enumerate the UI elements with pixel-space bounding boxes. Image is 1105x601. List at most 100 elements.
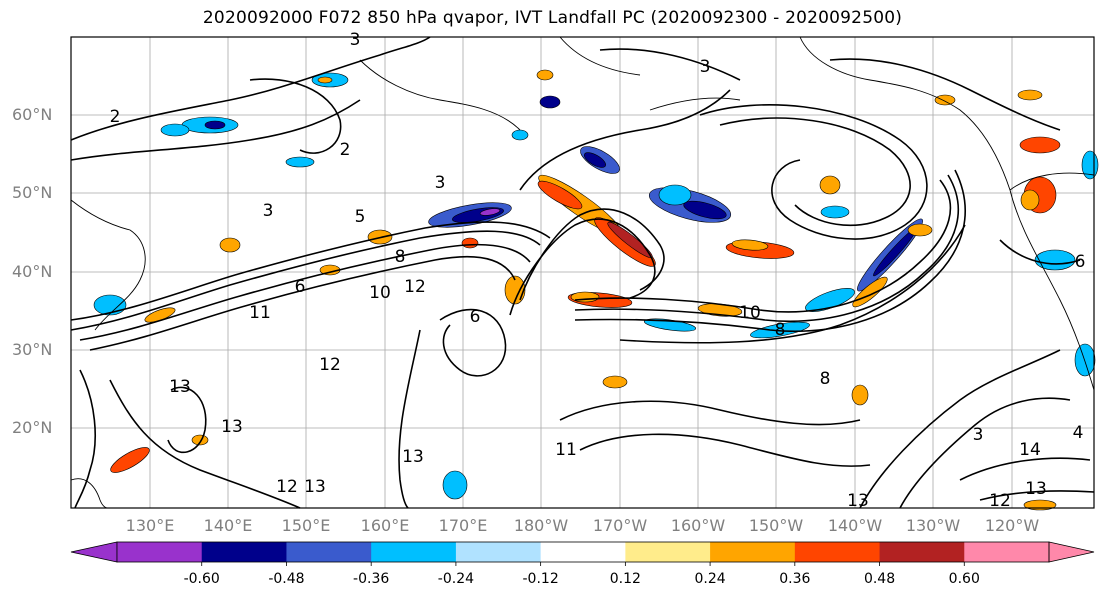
ivt-contour <box>70 221 551 321</box>
ivt-contour <box>574 174 960 323</box>
colorbar-extend-max <box>1048 541 1095 563</box>
longitude-label: 130°W <box>905 516 961 535</box>
qvapor-patch <box>511 129 529 141</box>
contour-label: 2 <box>110 107 121 127</box>
ivt-contour <box>579 433 871 467</box>
qvapor-patch <box>1074 343 1096 377</box>
qvapor-patch <box>1034 249 1076 271</box>
qvapor-patch <box>1017 89 1043 101</box>
qvapor-patch <box>851 384 869 406</box>
qvapor-patch <box>819 175 841 195</box>
contour-label: 14 <box>1019 440 1041 460</box>
colorbar-swatch <box>625 542 711 562</box>
contour-label: 8 <box>775 320 786 340</box>
contour-label: 11 <box>249 303 271 323</box>
ivt-contour <box>859 349 1061 509</box>
map-frame <box>70 36 1095 509</box>
qvapor-patch <box>658 184 692 206</box>
qvapor-patch <box>750 321 810 339</box>
colorbar-swatch <box>286 542 372 562</box>
longitude-label: 150°E <box>281 516 331 535</box>
coastline <box>70 199 146 331</box>
ivt-contour <box>999 239 1081 265</box>
ivt-contour <box>79 243 531 341</box>
colorbar-tick-label: 0.48 <box>863 571 896 587</box>
contour-label: 11 <box>555 440 577 460</box>
qvapor-patch <box>820 205 850 219</box>
latitude-label: 30°N <box>12 340 53 359</box>
colorbar-tick-label: -0.60 <box>183 571 220 587</box>
qvapor-patch <box>204 120 226 130</box>
contour-label: 8 <box>820 369 831 389</box>
coastlines <box>70 36 1095 509</box>
colorbar-extend-min <box>70 541 118 563</box>
coastline <box>649 97 741 111</box>
ivt-contour <box>559 400 861 426</box>
qvapor-patch <box>317 76 333 84</box>
qvapor-patch <box>643 318 697 332</box>
ivt-contour <box>167 386 207 454</box>
contour-label: 12 <box>404 277 426 297</box>
latitude-label: 20°N <box>12 418 53 437</box>
colorbar-swatch <box>371 542 457 562</box>
contour-label: 13 <box>847 491 869 511</box>
contour-label: 12 <box>319 355 341 375</box>
contour-label: 3 <box>263 201 274 221</box>
contour-label: 6 <box>295 277 306 297</box>
qvapor-fill-patches <box>93 69 1099 511</box>
longitude-label: 140°E <box>203 516 253 535</box>
contour-label: 3 <box>350 30 361 50</box>
ivt-contour <box>719 117 911 227</box>
latitude-label: 40°N <box>12 262 53 281</box>
colorbar-tick-label: -0.48 <box>268 571 305 587</box>
colorbar-swatch <box>540 542 626 562</box>
colorbar-tick-label: -0.36 <box>353 571 390 587</box>
longitude-label: 170°E <box>438 516 488 535</box>
ivt-contour <box>619 224 966 344</box>
longitude-label: 160°E <box>360 516 410 535</box>
colorbar-swatch <box>879 542 965 562</box>
contour-label: 12 <box>276 477 298 497</box>
qvapor-patch <box>504 275 526 305</box>
contour-label: 4 <box>1073 423 1084 443</box>
contour-label: 10 <box>739 303 761 323</box>
qvapor-patch <box>285 156 315 168</box>
longitude-label: 160°W <box>670 516 726 535</box>
longitude-label: 130°E <box>125 516 175 535</box>
coastline <box>359 59 521 131</box>
qvapor-patch <box>602 375 628 389</box>
contour-label: 5 <box>355 207 366 227</box>
qvapor-patch <box>160 123 190 137</box>
longitude-label: 120°W <box>984 516 1040 535</box>
qvapor-patch <box>191 434 209 446</box>
colorbar-swatch <box>117 542 203 562</box>
qvapor-patch <box>683 200 727 220</box>
qvapor-patch <box>461 237 479 249</box>
qvapor-patch <box>110 447 150 473</box>
qvapor-patch <box>852 276 888 308</box>
ivt-contour <box>979 490 1095 501</box>
ivt-contour <box>74 369 96 509</box>
ivt-contour <box>70 99 361 161</box>
latitude-label: 60°N <box>12 105 53 124</box>
colorbar <box>70 541 1095 566</box>
coastline <box>559 36 641 76</box>
contour-label: 3 <box>700 57 711 77</box>
qvapor-patch <box>907 223 933 237</box>
figure-title: 2020092000 F072 850 hPa qvapor, IVT Land… <box>202 8 903 28</box>
ivt-contour <box>70 230 541 331</box>
contour-label: 6 <box>1075 252 1086 272</box>
qvapor-patch <box>537 180 583 210</box>
ivt-contour <box>249 78 342 154</box>
coastline <box>1009 172 1095 191</box>
colorbar-tick-label: 0.12 <box>609 571 641 587</box>
ivt-contour <box>699 104 928 240</box>
ivt-contour <box>599 48 741 81</box>
ivt-contour <box>439 308 507 377</box>
qvapor-patch <box>1019 136 1061 154</box>
contour-label: 10 <box>369 283 391 303</box>
ivt-contour <box>829 58 1061 131</box>
colorbar-tick-label: 0.60 <box>948 571 980 587</box>
ivt-contour <box>959 457 1091 481</box>
